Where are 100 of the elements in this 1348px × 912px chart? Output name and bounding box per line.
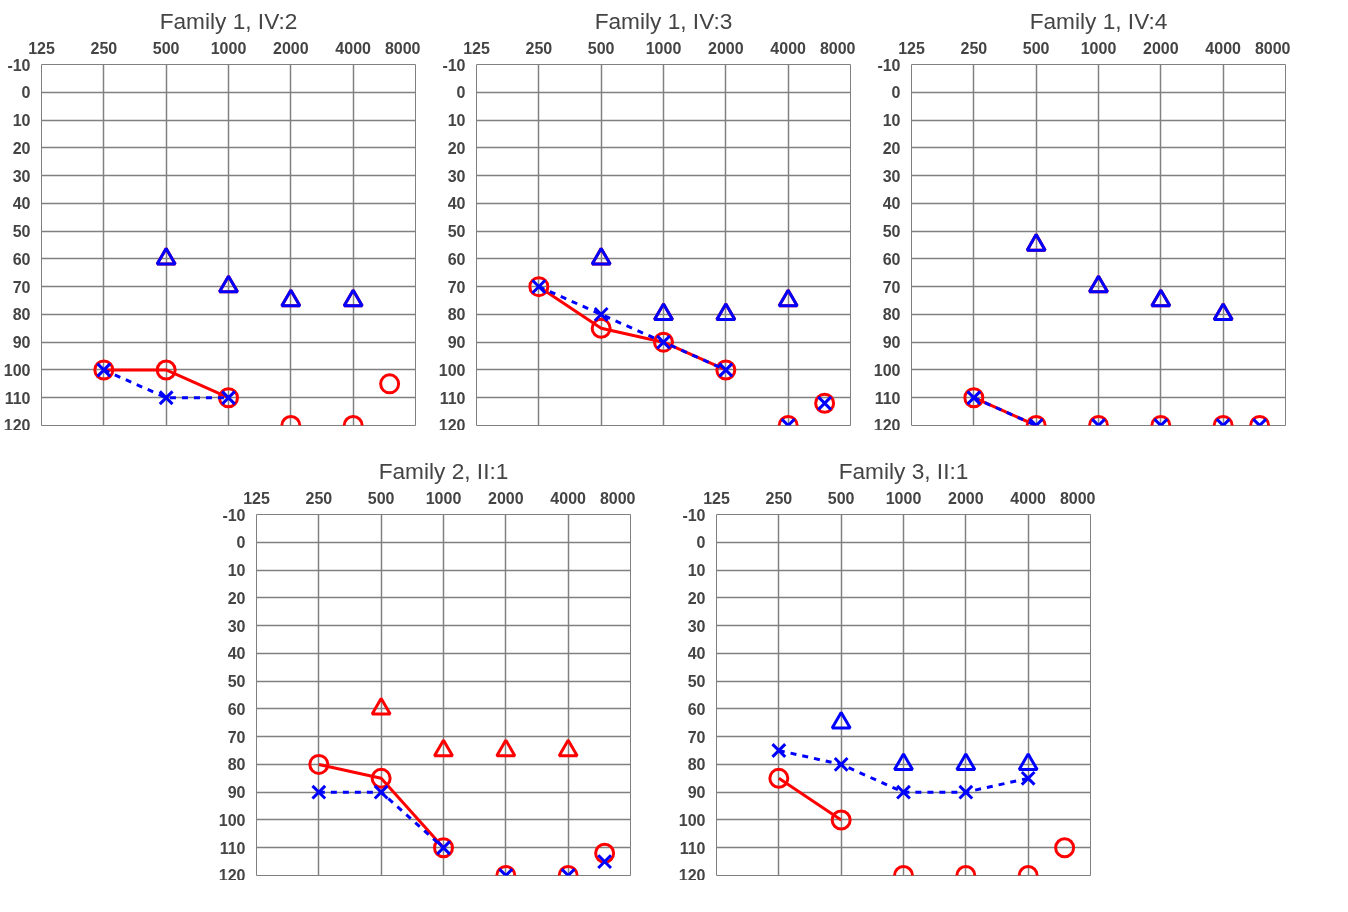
x-tick-label: 2000: [273, 39, 309, 57]
y-tick-label: 100: [873, 361, 901, 379]
x-tick-label: 250: [90, 39, 118, 57]
x-tick-label: 8000: [1254, 39, 1291, 57]
y-tick-label: 50: [227, 673, 246, 691]
x-tick-label: 8000: [1059, 489, 1096, 507]
x-tick-label: 125: [28, 39, 55, 57]
x-tick-label: 1000: [425, 489, 462, 507]
x-tick-label: 2000: [488, 489, 524, 507]
x-tick-label: 1000: [210, 39, 247, 57]
y-tick-label: -10: [7, 56, 31, 74]
y-tick-label: 0: [236, 534, 246, 552]
y-tick-label: 0: [696, 534, 706, 552]
x-tick-label: 4000: [1010, 489, 1047, 507]
y-tick-label: 120: [3, 416, 31, 434]
y-tick-label: 110: [439, 389, 466, 407]
y-tick-label: 120: [873, 416, 901, 434]
x-tick-label: 8000: [384, 39, 421, 57]
y-tick-label: 90: [12, 334, 31, 352]
y-tick-label: 10: [687, 562, 706, 580]
chart-title: Family 1, IV:2: [159, 7, 298, 34]
x-tick-label: 125: [898, 39, 925, 57]
y-tick-label: 10: [12, 112, 31, 130]
y-tick-label: 70: [882, 278, 901, 296]
x-tick-label: 1000: [885, 489, 922, 507]
y-tick-label: 120: [438, 416, 466, 434]
x-tick-label: 8000: [599, 489, 636, 507]
y-tick-label: 90: [687, 784, 706, 802]
y-tick-label: 80: [447, 306, 466, 324]
y-tick-label: 20: [12, 139, 31, 157]
y-tick-label: 50: [447, 223, 466, 241]
y-tick-label: -10: [877, 56, 901, 74]
y-tick-label: 40: [447, 195, 466, 213]
y-tick-label: 20: [227, 589, 246, 607]
x-tick-label: 2000: [708, 39, 744, 57]
y-tick-label: -10: [222, 506, 246, 524]
y-tick-label: 80: [12, 306, 31, 324]
x-tick-label: 1000: [645, 39, 682, 57]
x-tick-label: 4000: [335, 39, 372, 57]
y-tick-label: 120: [678, 866, 706, 884]
y-tick-label: 80: [882, 306, 901, 324]
x-tick-label: 500: [367, 489, 395, 507]
y-tick-label: 30: [687, 617, 706, 635]
y-tick-label: 10: [227, 562, 246, 580]
chart-title: Family 2, II:1: [378, 457, 509, 484]
y-tick-label: 0: [21, 84, 31, 102]
y-tick-label: 50: [12, 223, 31, 241]
x-tick-label: 2000: [948, 489, 984, 507]
y-tick-label: 70: [687, 728, 706, 746]
x-tick-label: 250: [525, 39, 553, 57]
y-tick-label: 90: [882, 334, 901, 352]
x-tick-label: 250: [305, 489, 333, 507]
chart-title: Family 1, IV:3: [594, 7, 733, 34]
x-tick-label: 4000: [550, 489, 587, 507]
y-tick-label: -10: [442, 56, 466, 74]
y-tick-label: 60: [227, 700, 246, 718]
y-tick-label: 100: [678, 811, 706, 829]
y-tick-label: 30: [447, 167, 466, 185]
y-tick-label: 110: [874, 389, 901, 407]
x-tick-label: 4000: [1205, 39, 1242, 57]
x-tick-label: 500: [1022, 39, 1050, 57]
y-tick-label: 70: [12, 278, 31, 296]
y-tick-label: 100: [438, 361, 466, 379]
y-tick-label: 40: [687, 645, 706, 663]
y-tick-label: 0: [891, 84, 901, 102]
chart-title: Family 1, IV:4: [1029, 7, 1168, 34]
y-tick-label: 20: [447, 139, 466, 157]
x-tick-label: 250: [960, 39, 988, 57]
y-tick-label: 60: [687, 700, 706, 718]
y-tick-label: 70: [227, 728, 246, 746]
y-tick-label: 80: [227, 756, 246, 774]
y-tick-label: 20: [882, 139, 901, 157]
y-tick-label: 90: [227, 784, 246, 802]
y-tick-label: 100: [218, 811, 246, 829]
y-tick-label: 120: [218, 866, 246, 884]
y-tick-label: 80: [687, 756, 706, 774]
x-tick-label: 500: [827, 489, 855, 507]
y-tick-label: 60: [447, 250, 466, 268]
y-tick-label: 10: [447, 112, 466, 130]
y-tick-label: 40: [227, 645, 246, 663]
x-tick-label: 8000: [819, 39, 856, 57]
y-tick-label: 110: [219, 839, 246, 857]
y-tick-label: 20: [687, 589, 706, 607]
x-tick-label: 2000: [1143, 39, 1179, 57]
y-tick-label: 90: [447, 334, 466, 352]
x-tick-label: 250: [765, 489, 793, 507]
x-tick-label: 500: [587, 39, 615, 57]
y-tick-label: 30: [227, 617, 246, 635]
x-tick-label: 500: [152, 39, 180, 57]
y-tick-label: 50: [882, 223, 901, 241]
x-tick-label: 125: [703, 489, 730, 507]
y-tick-label: 30: [12, 167, 31, 185]
x-tick-label: 1000: [1080, 39, 1117, 57]
y-tick-label: 40: [12, 195, 31, 213]
y-tick-label: 50: [687, 673, 706, 691]
y-tick-label: 40: [882, 195, 901, 213]
chart-title: Family 3, II:1: [838, 457, 969, 484]
y-tick-label: 60: [12, 250, 31, 268]
y-tick-label: 110: [4, 389, 31, 407]
y-tick-label: -10: [682, 506, 706, 524]
